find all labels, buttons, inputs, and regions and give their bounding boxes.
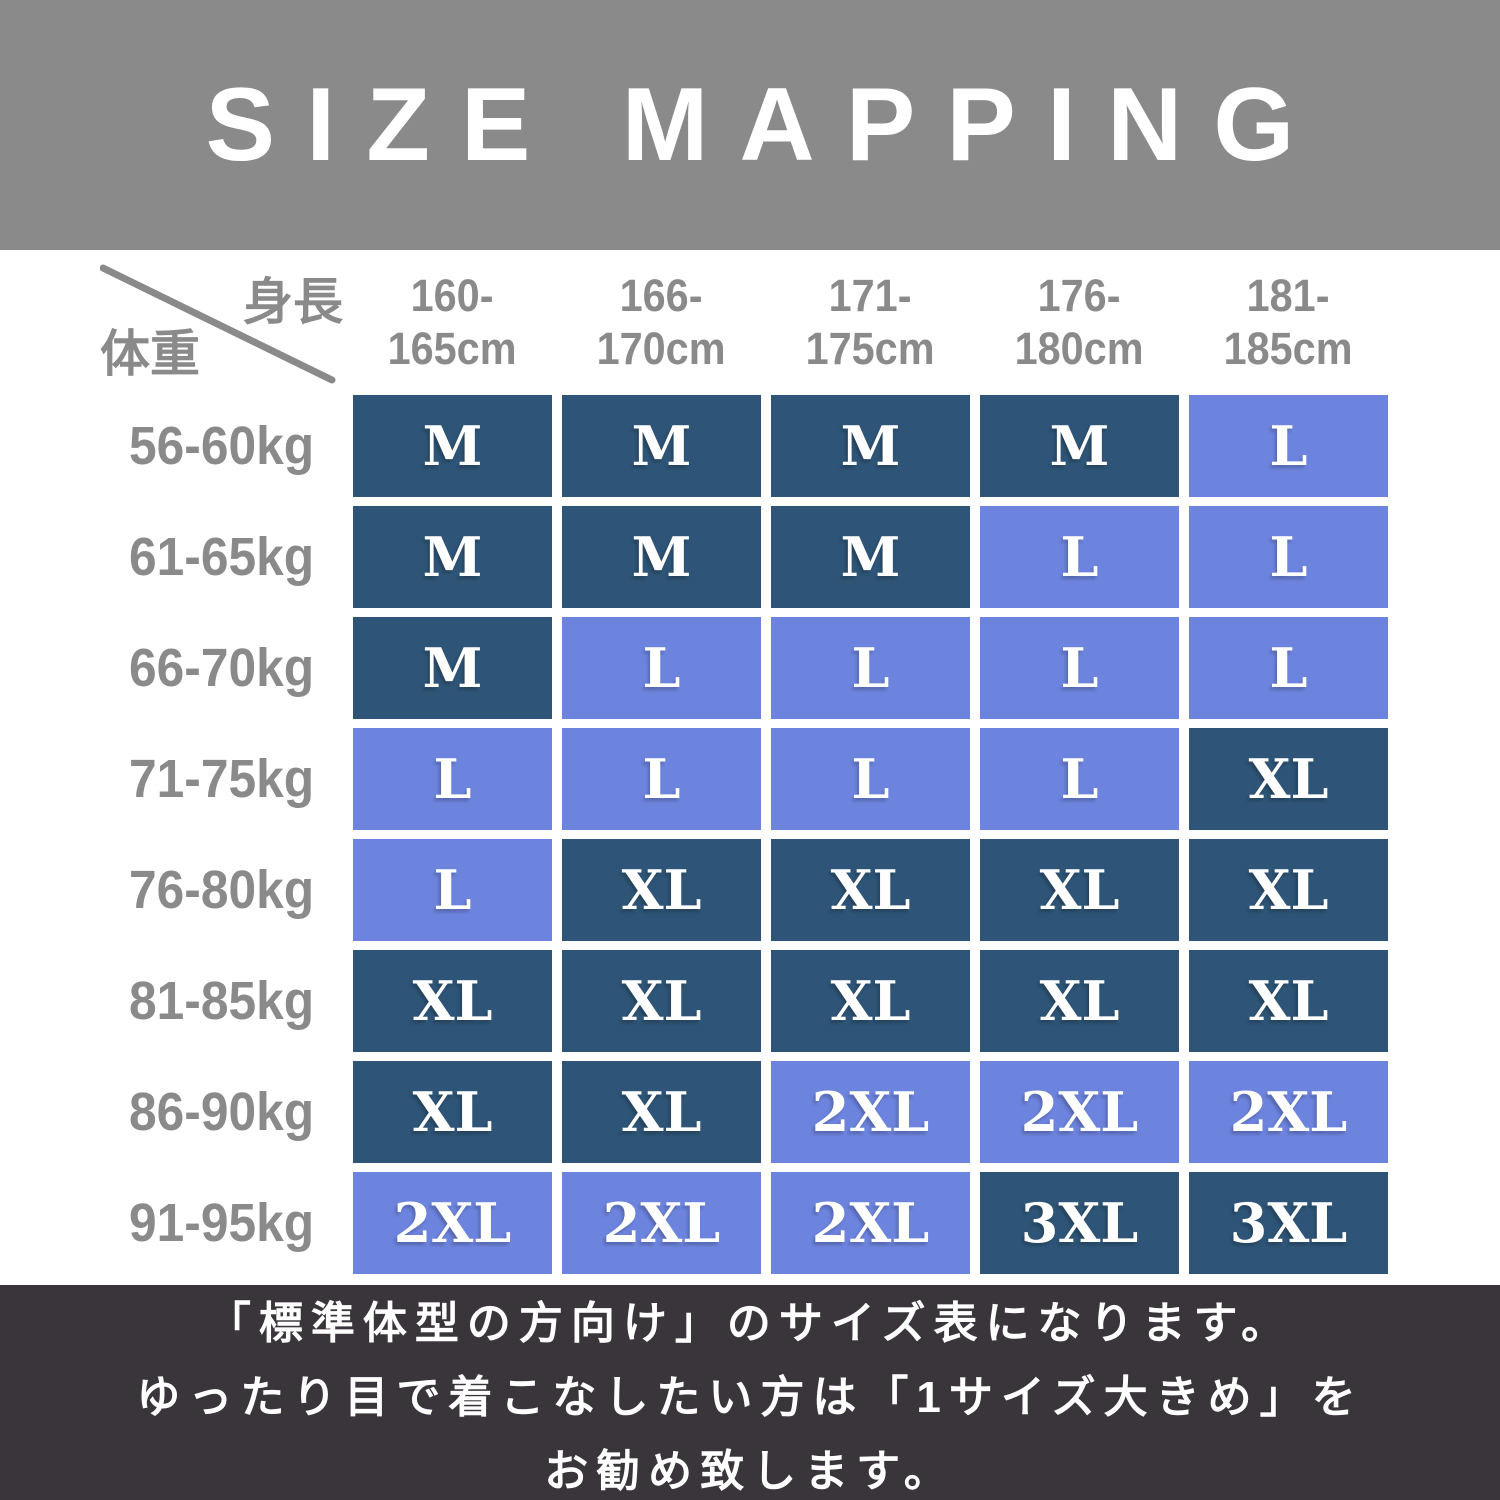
- diagonal-line: [100, 264, 336, 384]
- size-cell: M: [771, 506, 970, 608]
- page-title: SIZE MAPPING: [205, 66, 1326, 183]
- weight-axis-label: 体重: [100, 326, 200, 382]
- size-cell: M: [771, 395, 970, 497]
- size-cell: 2XL: [980, 1061, 1179, 1163]
- size-cell: L: [562, 617, 761, 719]
- size-cell: 2XL: [1189, 1061, 1388, 1163]
- size-cell: M: [980, 395, 1179, 497]
- size-cell: L: [980, 506, 1179, 608]
- size-cell: M: [562, 506, 761, 608]
- size-cell: L: [1189, 395, 1388, 497]
- size-cell: XL: [771, 839, 970, 941]
- size-cell: XL: [1189, 728, 1388, 830]
- size-cell: XL: [1189, 839, 1388, 941]
- column-header: 171- 175cm: [806, 269, 935, 374]
- size-cell: XL: [980, 950, 1179, 1052]
- size-cell: XL: [353, 950, 552, 1052]
- size-cell: 2XL: [771, 1172, 970, 1274]
- size-grid: 身長 体重 160- 165cm 166- 170cm 171- 175cm 176- 180…: [100, 258, 1388, 1274]
- size-cell: L: [1189, 617, 1388, 719]
- size-cell: M: [353, 395, 552, 497]
- size-cell: L: [562, 728, 761, 830]
- size-cell: L: [771, 728, 970, 830]
- size-cell: XL: [562, 1061, 761, 1163]
- column-header: 181- 185cm: [1224, 269, 1353, 374]
- size-cell: XL: [980, 839, 1179, 941]
- size-cell: L: [980, 728, 1179, 830]
- size-cell: L: [1189, 506, 1388, 608]
- size-cell: XL: [562, 839, 761, 941]
- size-cell: M: [353, 506, 552, 608]
- row-label: 86-90kg: [128, 1082, 315, 1142]
- column-header: 166- 170cm: [597, 269, 726, 374]
- size-cell: L: [353, 839, 552, 941]
- note-line-1: 「標準体型の方向け」のサイズ表になります。: [206, 1298, 1294, 1348]
- note-line-3: お勧め致します。: [544, 1446, 956, 1496]
- size-cell: 2XL: [353, 1172, 552, 1274]
- height-axis-label: 身長: [243, 274, 343, 330]
- row-label: 66-70kg: [128, 638, 315, 698]
- row-label: 81-85kg: [128, 971, 315, 1031]
- size-cell: XL: [353, 1061, 552, 1163]
- size-cell: XL: [562, 950, 761, 1052]
- footer-note: 「標準体型の方向け」のサイズ表になります。 ゆったり目で着こなしたい方は「1サイ…: [0, 1285, 1500, 1500]
- size-cell: XL: [771, 950, 970, 1052]
- size-cell: M: [562, 395, 761, 497]
- corner-cell: 身長 体重: [100, 258, 343, 386]
- size-cell: XL: [1189, 950, 1388, 1052]
- row-label: 76-80kg: [128, 860, 315, 920]
- size-cell: L: [353, 728, 552, 830]
- row-label: 61-65kg: [128, 527, 315, 587]
- note-line-2: ゆったり目で着こなしたい方は「1サイズ大きめ」を: [136, 1372, 1364, 1422]
- column-header: 176- 180cm: [1015, 269, 1144, 374]
- size-cell: 3XL: [1189, 1172, 1388, 1274]
- size-cell: 3XL: [980, 1172, 1179, 1274]
- size-cell: L: [980, 617, 1179, 719]
- row-label: 91-95kg: [128, 1193, 315, 1253]
- size-cell: 2XL: [771, 1061, 970, 1163]
- row-label: 56-60kg: [128, 416, 315, 476]
- size-cell: 2XL: [562, 1172, 761, 1274]
- row-label: 71-75kg: [128, 749, 315, 809]
- size-cell: M: [353, 617, 552, 719]
- header-banner: SIZE MAPPING: [0, 0, 1500, 250]
- size-cell: L: [771, 617, 970, 719]
- column-header: 160- 165cm: [388, 269, 517, 374]
